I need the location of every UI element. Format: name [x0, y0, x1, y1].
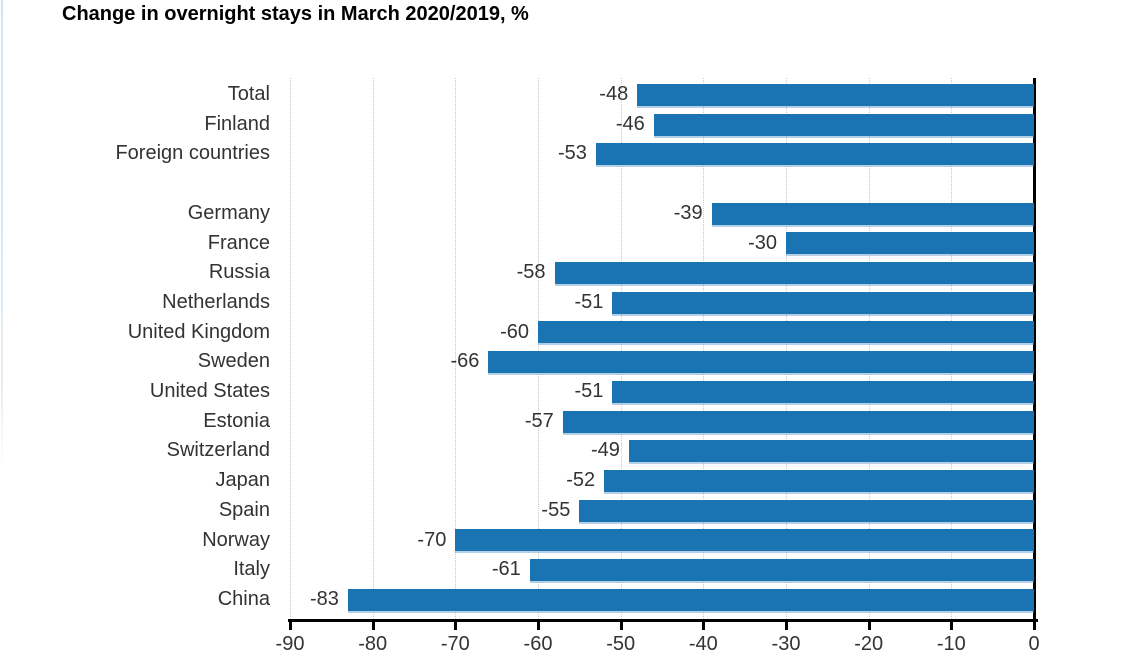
bar-value-label: -57 — [524, 409, 554, 432]
bar — [612, 291, 1034, 314]
bar-value-label: -46 — [615, 112, 645, 135]
x-tick-label: 0 — [1028, 633, 1040, 655]
bar-value-label: -48 — [599, 83, 629, 105]
category-label: Switzerland — [166, 439, 270, 462]
gridline — [951, 78, 953, 619]
bar — [628, 440, 1034, 463]
bar — [562, 410, 1034, 433]
x-tick-label: -40 — [688, 633, 718, 655]
x-tick-label: -60 — [523, 633, 553, 655]
category-label: Netherlands — [162, 290, 270, 313]
bar — [538, 321, 1034, 344]
category-label: Total — [227, 83, 270, 105]
bar — [595, 143, 1034, 166]
bar-value-label: -70 — [417, 528, 447, 551]
bar — [347, 588, 1034, 611]
zero-baseline — [1033, 78, 1036, 622]
category-label: Norway — [202, 528, 270, 551]
x-tick-label: -30 — [771, 633, 801, 655]
gridline — [290, 78, 291, 619]
bar-value-label: -66 — [450, 350, 480, 373]
x-tick-label: -90 — [275, 633, 305, 655]
bar-value-label: -55 — [541, 498, 571, 521]
bar — [455, 529, 1034, 552]
category-label: United States — [149, 380, 270, 402]
category-label: Germany — [187, 201, 270, 224]
category-label: United Kingdom — [127, 320, 270, 343]
x-axis-tick — [537, 622, 540, 630]
bar-value-label: -39 — [673, 201, 703, 224]
x-axis-tick — [702, 622, 706, 630]
gridline — [372, 78, 374, 619]
x-tick-label: -10 — [936, 633, 966, 655]
x-axis-line — [288, 619, 1038, 622]
x-tick-label: -70 — [440, 633, 470, 655]
bar — [637, 83, 1034, 106]
x-axis-tick — [785, 622, 788, 630]
x-axis-tick — [867, 622, 871, 630]
x-axis-tick — [1033, 622, 1036, 630]
bar-value-label: -60 — [500, 320, 529, 343]
bar — [653, 113, 1034, 136]
bar — [711, 202, 1034, 225]
bar — [604, 469, 1034, 492]
bar-value-label: -53 — [557, 142, 587, 165]
bar-value-label: -52 — [566, 469, 596, 492]
bar-value-label: -83 — [309, 587, 339, 610]
x-axis-tick — [950, 622, 954, 630]
category-label: Foreign countries — [115, 142, 270, 165]
bar-value-label: -30 — [748, 231, 777, 254]
category-label: Japan — [215, 469, 271, 492]
bar-value-label: -51 — [574, 290, 604, 313]
x-axis-tick — [619, 622, 623, 630]
category-label: Italy — [233, 558, 270, 581]
category-label: China — [217, 587, 270, 610]
x-axis-tick — [371, 622, 375, 630]
bar — [786, 232, 1034, 255]
category-label: Finland — [204, 112, 270, 135]
category-label: France — [207, 231, 270, 254]
x-axis-tick — [289, 622, 292, 630]
bar-value-label: -49 — [591, 439, 620, 462]
chart-title: Change in overnight stays in March 2020/… — [62, 3, 529, 25]
bar — [579, 499, 1034, 522]
category-label: Russia — [208, 261, 270, 284]
bar — [612, 380, 1034, 403]
x-tick-label: -50 — [606, 633, 636, 655]
panel-left-border — [1, 0, 3, 470]
gridline — [455, 78, 457, 619]
category-label: Estonia — [203, 409, 270, 432]
gridline — [786, 78, 787, 619]
bar-value-label: -61 — [491, 558, 521, 581]
x-tick-label: -80 — [358, 633, 388, 655]
bar — [529, 559, 1034, 582]
gridline — [703, 78, 705, 619]
bar-value-label: -58 — [516, 261, 546, 284]
category-label: Sweden — [197, 350, 270, 373]
x-tick-label: -20 — [854, 633, 884, 655]
category-label: Spain — [218, 498, 270, 521]
gridline — [868, 78, 870, 619]
gridline — [538, 78, 539, 619]
gridline — [620, 78, 622, 619]
bar-value-label: -51 — [574, 380, 604, 402]
bar — [488, 351, 1034, 374]
bar — [554, 262, 1034, 285]
x-axis-tick — [454, 622, 458, 630]
